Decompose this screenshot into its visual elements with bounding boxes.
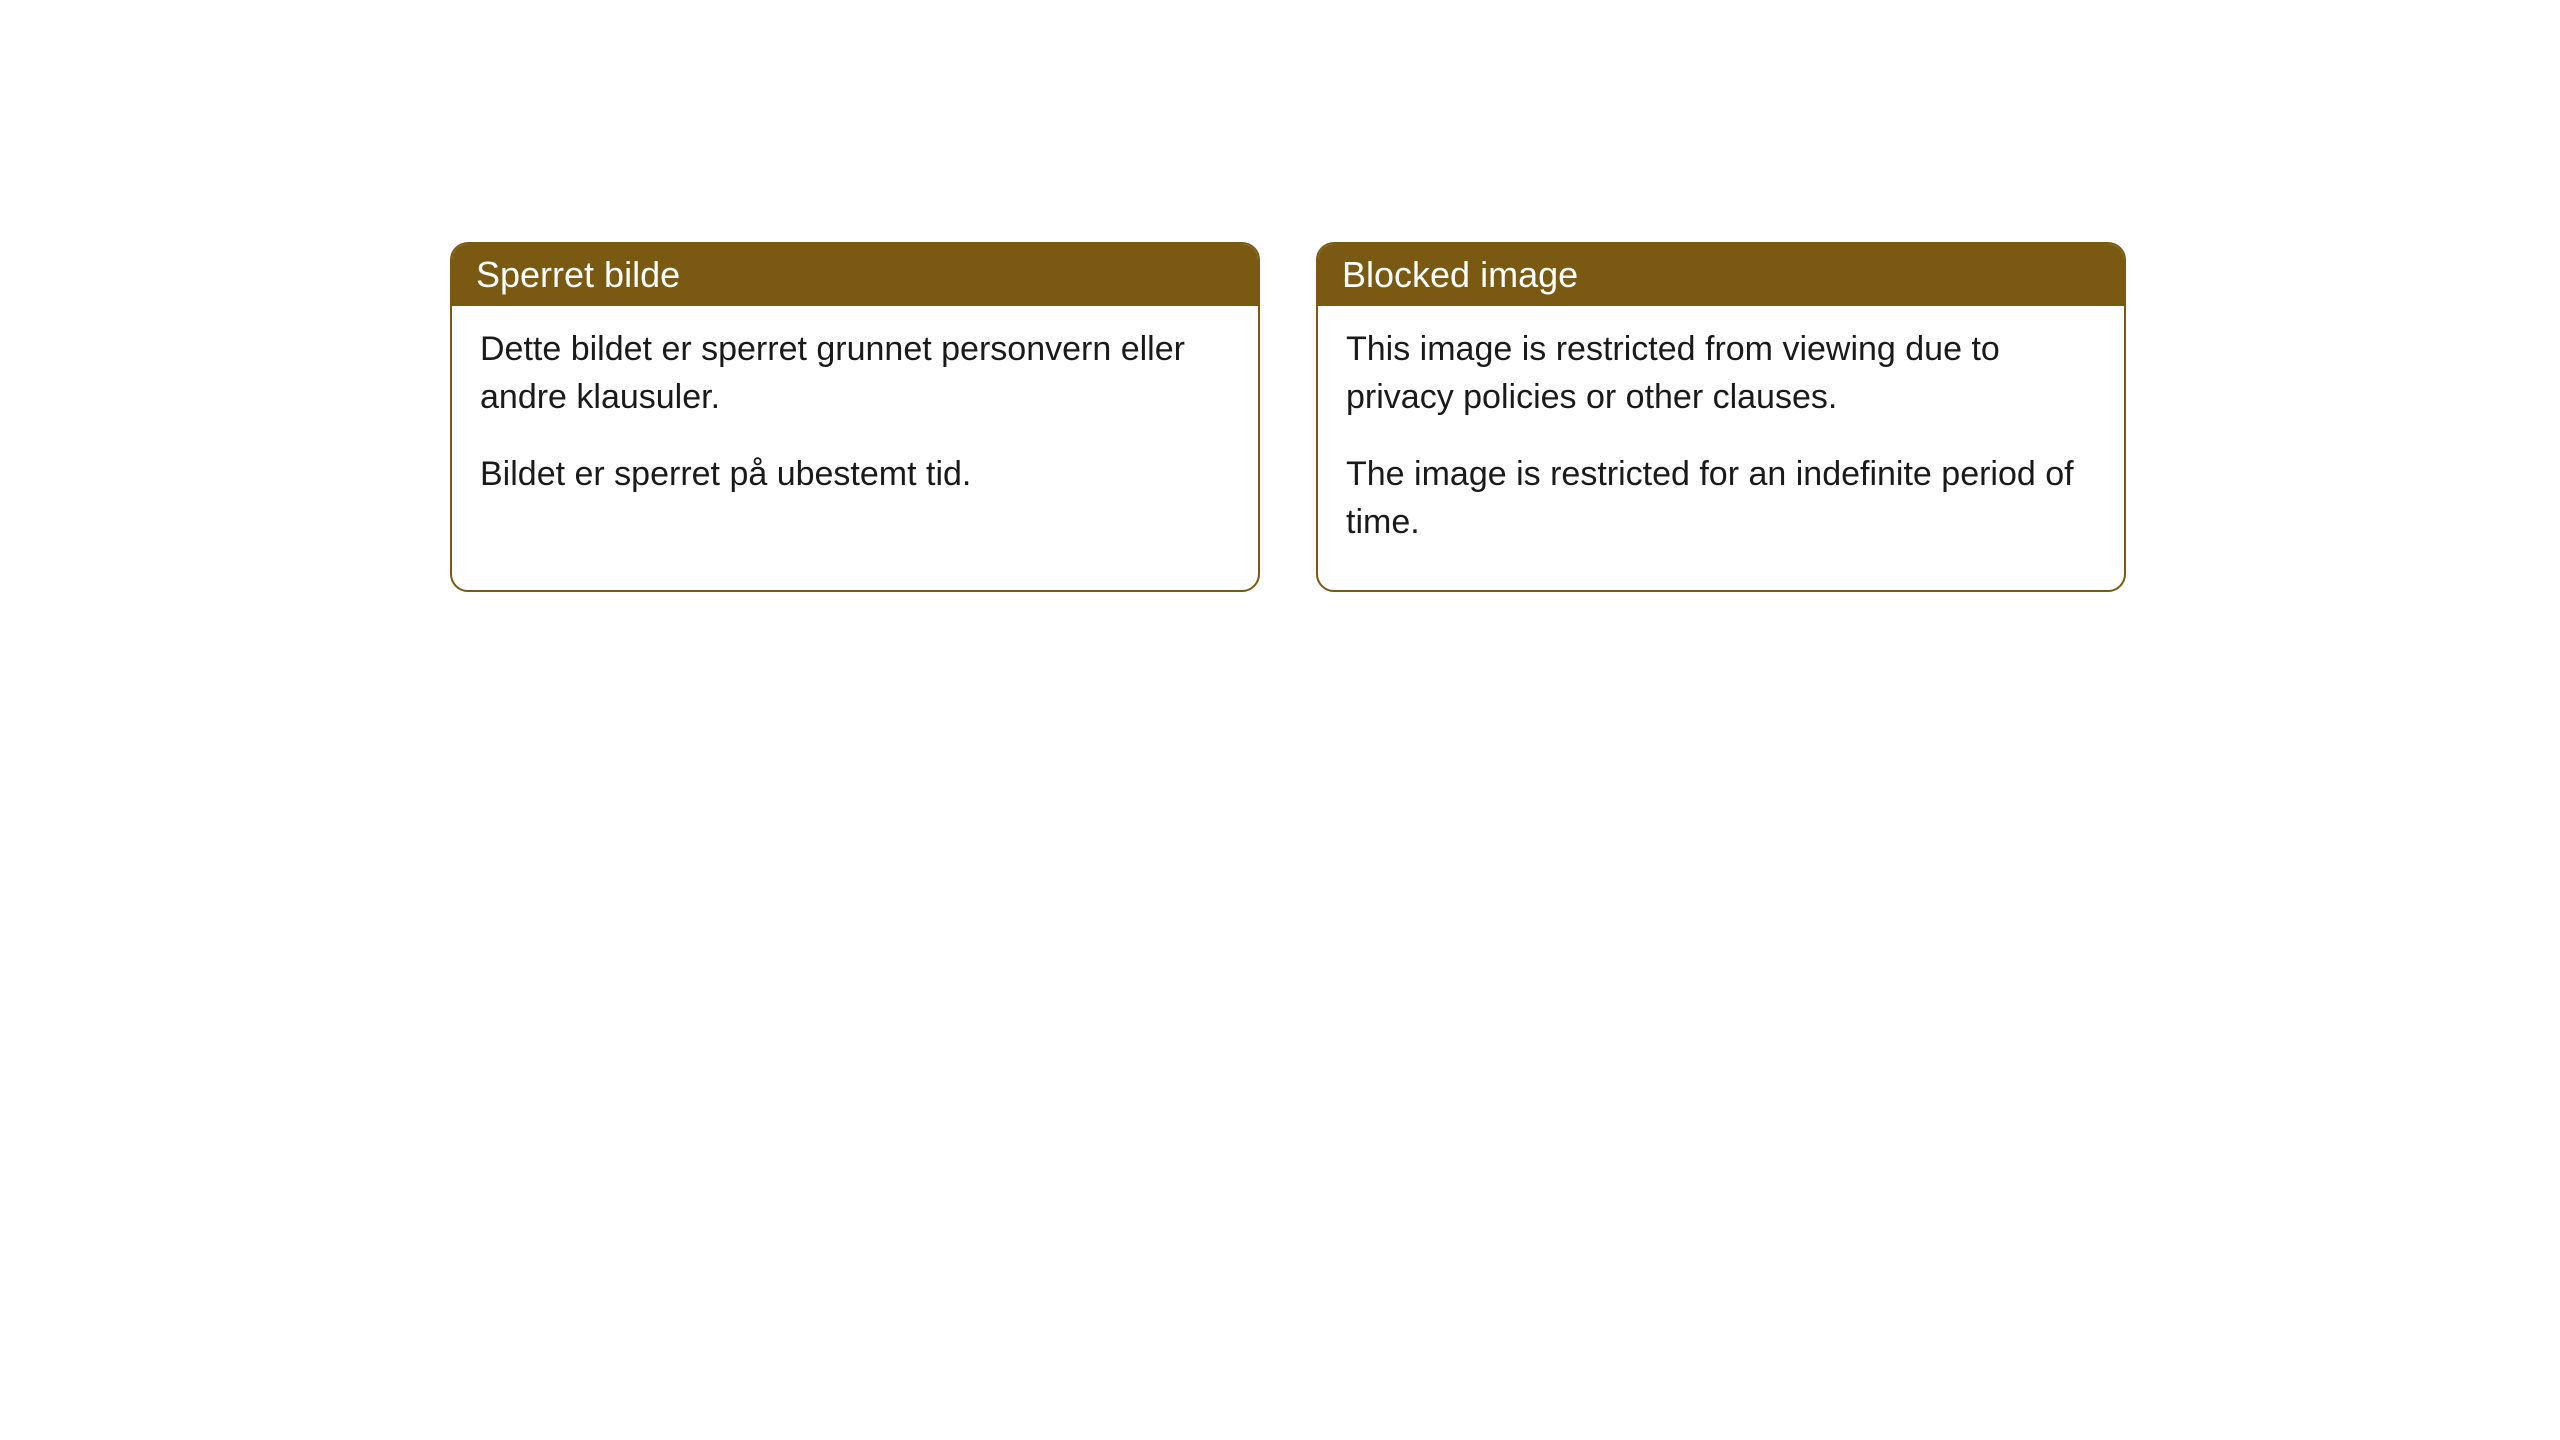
card-body: This image is restricted from viewing du… (1318, 306, 2124, 590)
card-header: Sperret bilde (452, 244, 1258, 306)
notice-cards-container: Sperret bilde Dette bildet er sperret gr… (450, 242, 2126, 592)
card-body: Dette bildet er sperret grunnet personve… (452, 306, 1258, 543)
card-paragraph: Dette bildet er sperret grunnet personve… (480, 326, 1230, 421)
card-paragraph: This image is restricted from viewing du… (1346, 326, 2096, 421)
card-header: Blocked image (1318, 244, 2124, 306)
notice-card-norwegian: Sperret bilde Dette bildet er sperret gr… (450, 242, 1260, 592)
card-paragraph: The image is restricted for an indefinit… (1346, 451, 2096, 546)
notice-card-english: Blocked image This image is restricted f… (1316, 242, 2126, 592)
card-paragraph: Bildet er sperret på ubestemt tid. (480, 451, 1230, 499)
card-title: Blocked image (1342, 254, 1578, 295)
card-title: Sperret bilde (476, 254, 680, 295)
